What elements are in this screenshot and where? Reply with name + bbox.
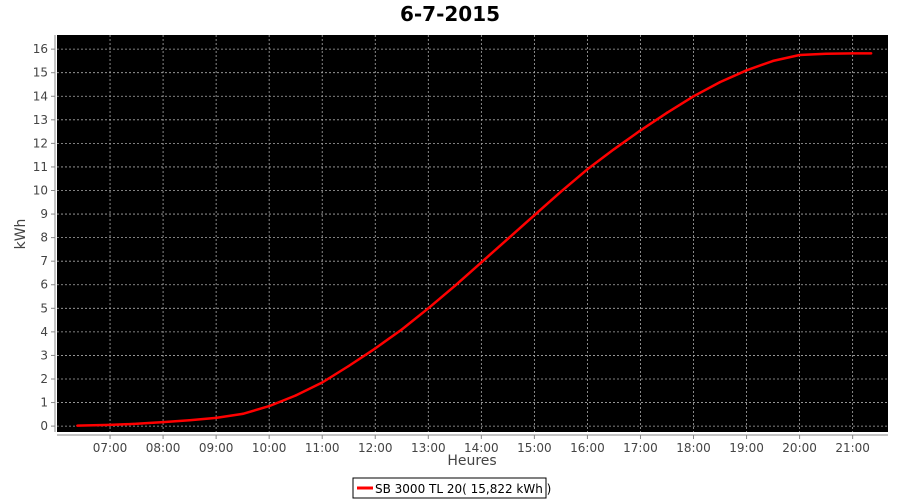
x-tick-label: 16:00 [570,441,605,455]
data-point [718,80,722,84]
series-layer [76,52,873,427]
y-tick-label: 11 [33,160,48,174]
data-point [108,423,112,427]
y-tick-label: 8 [40,231,48,245]
x-tick-label: 21:00 [835,441,870,455]
data-point [870,52,873,55]
x-tick-label: 09:00 [199,441,234,455]
legend: SB 3000 TL 20( 15,822 kWh ) [352,477,551,499]
plot-area [57,35,888,432]
data-point [506,237,510,241]
y-tick-label: 12 [33,136,48,150]
y-tick-label: 16 [33,42,48,56]
y-tick-label: 9 [40,207,48,221]
data-point [188,419,191,422]
legend-label: SB 3000 TL 20( 15,822 kWh ) [375,482,551,496]
data-point [453,284,457,288]
data-point [665,111,669,114]
y-tick-label: 13 [33,113,48,127]
data-point [374,347,377,350]
data-point [347,364,350,368]
data-point [851,52,854,55]
y-tick-label: 1 [40,396,48,410]
y-tick-label: 4 [40,325,48,339]
x-axis-label: Heures [447,453,496,469]
data-point [586,168,589,171]
data-point [771,59,775,63]
y-tick-label: 3 [40,348,48,362]
data-point [480,261,483,264]
x-tick-label: 19:00 [729,441,764,455]
y-tick-label: 14 [33,89,48,103]
x-tick-label: 18:00 [676,441,711,455]
x-tick-label: 15:00 [517,441,552,455]
grid [57,35,888,432]
x-tick-label: 10:00 [252,441,287,455]
chart-title: 6-7-2015 [400,2,500,26]
y-axis-label: kWh [13,219,29,250]
data-point [161,420,165,424]
x-tick-label: 17:00 [623,441,658,455]
data-point [294,394,297,397]
y-tick-label: 5 [40,301,48,315]
x-tick-label: 14:00 [464,441,499,455]
data-point [321,381,324,384]
x-tick-label: 08:00 [146,441,181,455]
data-point [745,69,748,72]
data-point [559,190,563,193]
x-tick-label: 13:00 [411,441,446,455]
data-point [214,416,218,420]
y-tick-label: 6 [40,278,48,292]
x-tick-label: 07:00 [93,441,128,455]
data-point [798,53,801,57]
data-point [76,424,79,427]
data-point [135,422,138,425]
x-tick-label: 12:00 [358,441,393,455]
y-tick-label: 0 [40,419,48,433]
data-point [400,328,403,331]
data-point [427,307,430,310]
data-point [692,95,695,98]
data-point [612,148,616,151]
legend-box [352,477,547,499]
data-point [241,412,244,416]
x-tick-label: 20:00 [782,441,817,455]
y-tick-label: 10 [33,184,48,198]
y-tick-label: 15 [33,66,48,80]
data-point [267,404,271,408]
data-point [533,214,536,217]
y-tick-label: 7 [40,254,48,268]
x-tick-label: 11:00 [305,441,340,455]
y-tick-label: 2 [40,372,48,386]
data-point [824,52,828,56]
data-point [639,129,642,132]
